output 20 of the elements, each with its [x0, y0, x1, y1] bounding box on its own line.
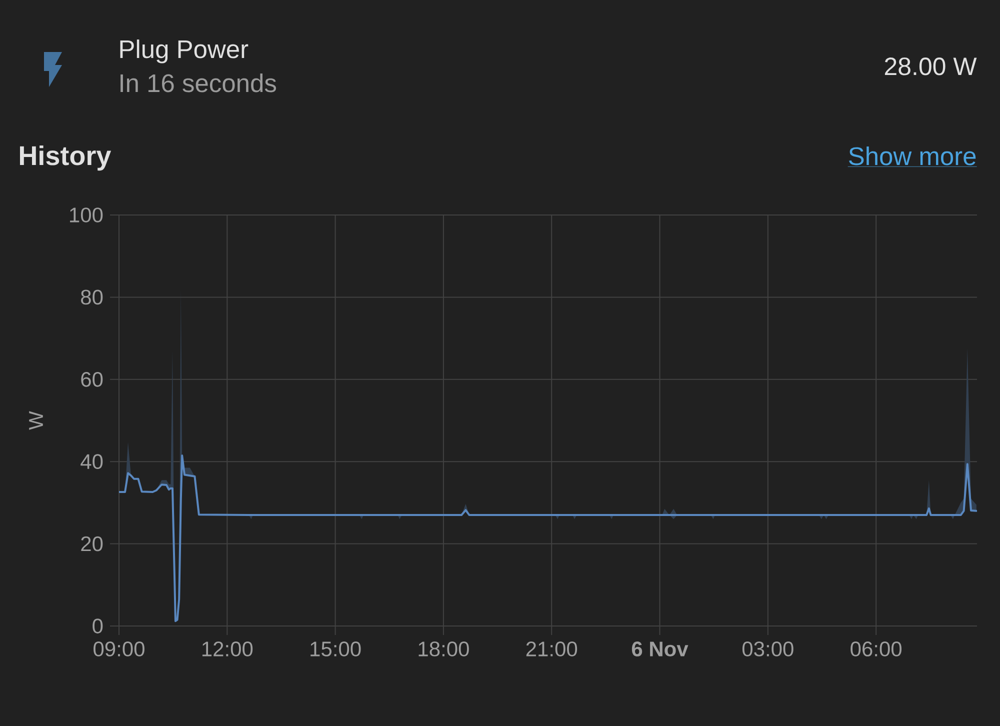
y-tick-label: 40 [80, 454, 103, 470]
text: 28.00 W [884, 58, 977, 76]
text: History [20, 145, 112, 171]
y-tick-label: 80 [81, 290, 103, 305]
x-tick-label: 12:00 [202, 642, 253, 656]
text: Show more [849, 146, 976, 166]
chart-subtitle: In 16 seconds [120, 74, 276, 92]
x-tick-label: 6 Nov [632, 642, 688, 656]
x-tick-label: 09:00 [94, 642, 144, 656]
chart-title: Plug Power [120, 40, 248, 64]
x-tick-label: 21:00 [526, 642, 578, 656]
y-tick-label: 20 [81, 536, 103, 552]
x-tick-label: 18:00 [418, 642, 469, 656]
y-tick-label: 60 [81, 372, 103, 387]
y-axis-title: W [29, 411, 43, 430]
y-tick-label: 0 [92, 618, 103, 634]
x-tick-label: 15:00 [310, 642, 361, 656]
y-tick-label: 100 [70, 208, 103, 222]
x-tick-label: 03:00 [742, 642, 794, 656]
x-tick-label: 06:00 [850, 642, 902, 656]
